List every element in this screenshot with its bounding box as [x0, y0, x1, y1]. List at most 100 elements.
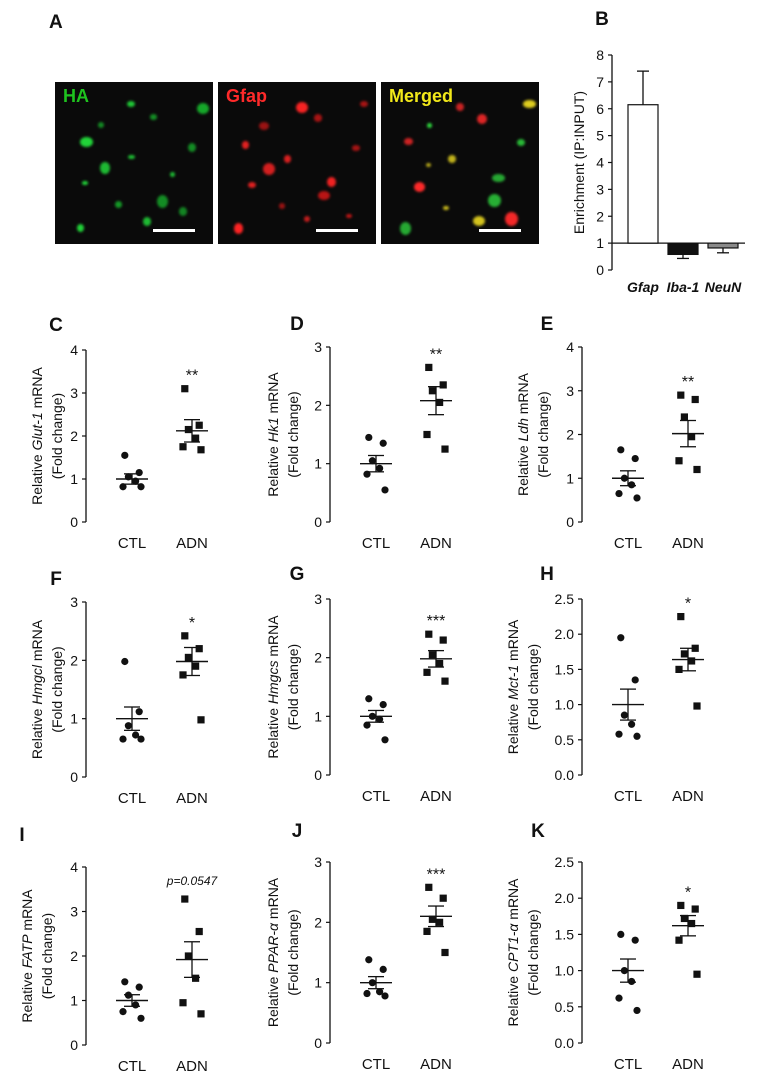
- data-point: [436, 659, 444, 668]
- x-tick-label: ADN: [420, 1056, 452, 1073]
- data-point: [179, 671, 187, 679]
- data-point: [675, 665, 683, 673]
- cell-blob: [360, 101, 368, 108]
- chart-j: J 0 1 2 3 CTL ADN *** Relative PPAR-α mRNA(Fold …: [265, 821, 452, 1073]
- bar-neun: [707, 242, 739, 249]
- cell-blob: [97, 122, 105, 129]
- data-point: [615, 994, 623, 1002]
- y-axis-label-unit: (Fold change): [285, 909, 301, 995]
- x-tick-label: CTL: [118, 1058, 146, 1075]
- cell-blob: [262, 162, 276, 175]
- y-axis-label-unit: (Fold change): [49, 646, 65, 732]
- y-tick-label: 2: [314, 650, 322, 666]
- y-axis-label-unit: (Fold change): [525, 644, 541, 730]
- data-point: [680, 413, 688, 421]
- chart-c: C 0 1 2 3 4 CTL ADN ** Relative Glut-1 mRNA(Fold …: [29, 315, 208, 552]
- x-tick-label: ADN: [420, 788, 452, 805]
- cell-blob: [100, 162, 110, 174]
- cell-blob: [488, 194, 501, 208]
- data-point: [428, 651, 436, 659]
- data-point: [441, 948, 449, 957]
- data-point: [181, 632, 189, 640]
- micrograph-merged: Merged: [381, 82, 539, 244]
- y-axis-label-suffix: mRNA: [29, 366, 45, 412]
- y-axis-label-suffix: mRNA: [265, 372, 281, 418]
- y-axis-label-suffix: mRNA: [505, 878, 521, 924]
- y-axis-label-gene: CPT1-α: [505, 923, 521, 972]
- data-point: [425, 363, 433, 372]
- micrograph-gfap: Gfap: [218, 82, 376, 244]
- y-tick-label: 1.0: [555, 963, 575, 979]
- cell-blob: [170, 171, 176, 178]
- significance-annotation: ***: [427, 613, 446, 630]
- y-axis-label-prefix: Relative: [29, 705, 45, 759]
- data-point: [381, 486, 389, 494]
- cell-blob: [115, 200, 123, 208]
- chart-k: K 0.0 0.5 1.0 1.5 2.0 2.5 CTL ADN * Relative CPT1-…: [505, 821, 704, 1073]
- data-point: [365, 695, 373, 703]
- y-tick-label: 1: [314, 456, 322, 472]
- x-tick-label: CTL: [362, 1056, 390, 1073]
- cell-blob: [279, 203, 286, 209]
- scale-bar: [153, 229, 195, 232]
- x-tick-label: CTL: [614, 788, 642, 805]
- data-point: [633, 494, 641, 502]
- data-point: [436, 918, 444, 926]
- y-axis-label-suffix: mRNA: [515, 372, 531, 418]
- panel-letter-i: I: [19, 825, 24, 846]
- data-point: [615, 489, 623, 498]
- y-tick-label: 3: [314, 591, 322, 607]
- data-point: [197, 446, 205, 454]
- y-axis-label-unit: (Fold change): [39, 913, 55, 999]
- data-point: [121, 657, 129, 666]
- chart-i: I 0 1 2 3 4 CTL ADN p=0.0547 Relative FATP mRNA(F…: [19, 825, 219, 1075]
- data-point: [693, 702, 701, 710]
- data-point: [376, 464, 384, 472]
- data-point: [628, 977, 636, 986]
- data-point: [677, 901, 685, 910]
- y-tick-label: 3: [70, 385, 78, 401]
- y-tick-label: 2: [596, 208, 604, 224]
- cell-blob: [425, 162, 432, 168]
- y-axis-label: Relative Glut-1 mRNA: [29, 366, 45, 504]
- data-point: [628, 720, 636, 728]
- y-tick-label: 2: [566, 427, 574, 443]
- y-tick-label: 8: [596, 47, 604, 63]
- chart-e: E 0 1 2 3 4 CTL ADN ** Relative Ldh mRNA (Fold cha…: [515, 314, 704, 552]
- y-axis-label-prefix: Relative: [505, 972, 521, 1026]
- scale-bar: [479, 229, 521, 232]
- data-point: [119, 735, 127, 743]
- y-axis-label-suffix: mRNA: [29, 619, 45, 665]
- data-point: [633, 1006, 641, 1015]
- data-point: [181, 895, 189, 903]
- significance-annotation: **: [682, 374, 694, 391]
- y-tick-label: 1: [314, 708, 322, 724]
- data-point: [428, 387, 436, 395]
- data-point: [617, 446, 625, 454]
- x-tick-label: CTL: [118, 535, 146, 552]
- y-tick-label: 3: [314, 339, 322, 355]
- data-point: [197, 716, 205, 724]
- y-axis-label: Relative Hmgcl mRNA: [29, 619, 45, 759]
- data-point: [688, 433, 696, 441]
- y-axis-label-unit: (Fold change): [535, 391, 551, 477]
- data-point: [439, 636, 447, 644]
- y-tick-label: 1: [70, 993, 78, 1009]
- x-tick-label: NeuN: [705, 279, 742, 295]
- chart-g: G 0 1 2 3 CTL ADN *** Relative Hmgcs mRNA(Fold c…: [265, 564, 452, 805]
- panel-letter-f: F: [50, 569, 62, 590]
- data-point: [680, 650, 688, 658]
- cell-blob: [284, 155, 292, 164]
- y-tick-label: 6: [596, 101, 604, 117]
- cell-blob: [188, 142, 197, 153]
- data-point: [688, 919, 696, 928]
- data-point: [192, 974, 200, 982]
- y-axis-label-suffix: mRNA: [265, 615, 281, 661]
- data-point: [425, 883, 433, 891]
- x-tick-label: Iba-1: [667, 279, 700, 295]
- data-point: [628, 481, 636, 489]
- y-axis-label-gene: Hmgcs: [265, 661, 281, 705]
- panel-letter-j: J: [292, 821, 303, 842]
- significance-annotation: *: [685, 884, 691, 901]
- data-point: [615, 730, 623, 738]
